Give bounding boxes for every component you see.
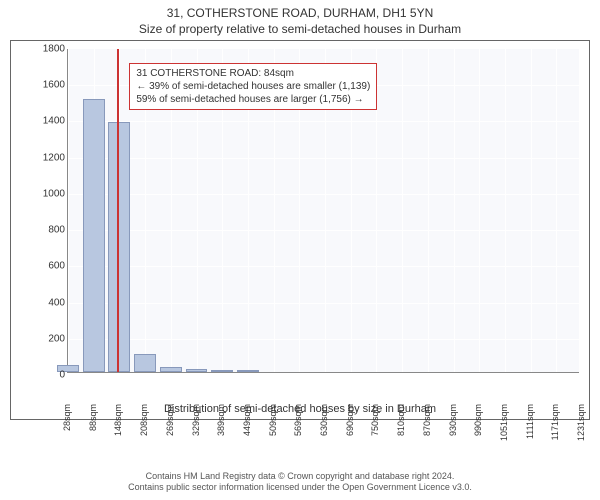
bar — [83, 99, 105, 372]
annotation-line-2: ← 39% of semi-detached houses are smalle… — [136, 80, 370, 93]
x-tick: 990sqm — [473, 404, 483, 436]
gridline-v — [402, 49, 403, 372]
x-tick: 329sqm — [191, 404, 201, 436]
bar — [108, 122, 130, 372]
chart-container: Number of semi-detached properties 31 CO… — [10, 40, 590, 420]
x-tick: 148sqm — [113, 404, 123, 436]
y-tick: 1600 — [35, 80, 65, 91]
x-tick: 930sqm — [448, 404, 458, 436]
x-tick: 88sqm — [88, 404, 98, 431]
x-tick: 389sqm — [216, 404, 226, 436]
title-main: 31, COTHERSTONE ROAD, DURHAM, DH1 5YN — [0, 0, 600, 20]
footer-line-1: Contains HM Land Registry data © Crown c… — [0, 471, 600, 483]
annotation-box: 31 COTHERSTONE ROAD: 84sqm← 39% of semi-… — [129, 63, 377, 110]
x-tick: 1171sqm — [550, 404, 560, 440]
x-tick: 810sqm — [396, 404, 406, 436]
gridline-v — [505, 49, 506, 372]
gridline-v — [531, 49, 532, 372]
y-tick: 1000 — [35, 188, 65, 199]
bar — [134, 354, 156, 372]
gridline-v — [68, 49, 69, 372]
x-tick: 1111sqm — [525, 404, 535, 439]
bar — [160, 367, 182, 372]
annotation-line-3: 59% of semi-detached houses are larger (… — [136, 93, 370, 106]
x-tick: 269sqm — [165, 404, 175, 436]
bar — [211, 370, 233, 372]
gridline-v — [582, 49, 583, 372]
y-tick: 1800 — [35, 44, 65, 55]
x-tick: 1051sqm — [499, 404, 509, 441]
y-tick: 0 — [35, 370, 65, 381]
y-tick: 400 — [35, 297, 65, 308]
y-tick: 600 — [35, 261, 65, 272]
annotation-line-1: 31 COTHERSTONE ROAD: 84sqm — [136, 67, 370, 80]
gridline-v — [479, 49, 480, 372]
x-tick: 509sqm — [268, 404, 278, 436]
gridline-v — [454, 49, 455, 372]
footer: Contains HM Land Registry data © Crown c… — [0, 471, 600, 494]
gridline-v — [428, 49, 429, 372]
gridline-v — [556, 49, 557, 372]
x-tick: 870sqm — [422, 404, 432, 436]
bar — [186, 369, 208, 372]
x-tick: 569sqm — [293, 404, 303, 436]
footer-line-2: Contains public sector information licen… — [0, 482, 600, 494]
title-sub: Size of property relative to semi-detach… — [0, 20, 600, 40]
x-tick: 449sqm — [242, 404, 252, 436]
bar — [237, 370, 259, 372]
highlight-line — [117, 49, 119, 372]
y-tick: 1400 — [35, 116, 65, 127]
y-tick: 1200 — [35, 152, 65, 163]
x-tick: 630sqm — [319, 404, 329, 436]
x-tick: 750sqm — [370, 404, 380, 436]
y-tick: 200 — [35, 333, 65, 344]
y-tick: 800 — [35, 225, 65, 236]
x-tick: 1231sqm — [576, 404, 586, 441]
plot-area: 31 COTHERSTONE ROAD: 84sqm← 39% of semi-… — [67, 49, 579, 373]
x-tick: 208sqm — [139, 404, 149, 436]
x-tick: 690sqm — [345, 404, 355, 436]
x-tick: 28sqm — [62, 404, 72, 431]
